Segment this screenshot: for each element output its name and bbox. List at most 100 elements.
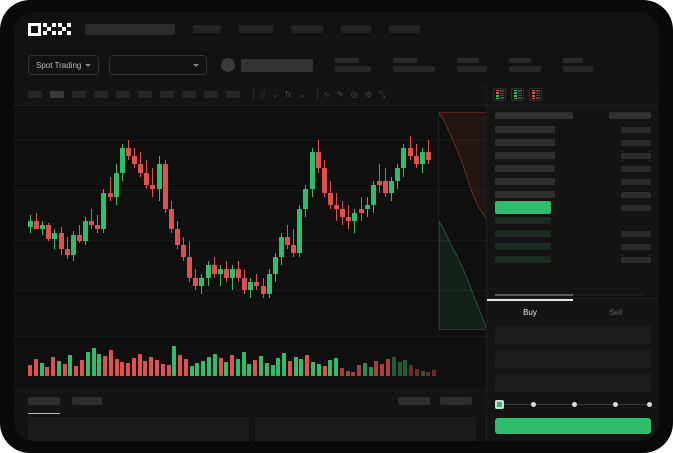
timeframe-button-0[interactable]	[28, 91, 42, 98]
volume-bar	[56, 361, 61, 376]
line-chart-icon[interactable]: ∿	[323, 90, 331, 99]
timeframe-button-8[interactable]	[204, 91, 218, 98]
spot-trading-selector[interactable]: Spot Trading	[28, 55, 100, 75]
candle-body	[101, 192, 107, 230]
slider-mark-100[interactable]	[647, 402, 652, 407]
timeframe-button-5[interactable]	[138, 91, 152, 98]
nav-item-3[interactable]	[341, 25, 371, 33]
timeframe-button-6[interactable]	[160, 91, 174, 98]
nav-item-2[interactable]	[291, 25, 323, 33]
volume-bar	[345, 371, 350, 376]
volume-bar	[39, 362, 44, 376]
chart-tools-group: ░ ⌄ fx ⌄ ∿ ✎ ◎ ⚙ ⤡	[259, 89, 392, 100]
orderbook-bid-row[interactable]	[495, 255, 651, 264]
timeframe-button-7[interactable]	[182, 91, 196, 98]
submit-order-button[interactable]	[495, 418, 651, 434]
pair-avatar	[221, 58, 236, 72]
orderbook-ask-row[interactable]	[495, 138, 651, 147]
volume-bar	[172, 346, 177, 376]
orderbook-amount-header	[609, 112, 651, 119]
candle-body	[413, 156, 419, 165]
slider-mark-25[interactable]	[531, 402, 536, 407]
nav-item-4[interactable]	[389, 25, 420, 33]
chevron-down-icon	[193, 63, 200, 67]
slider-handle[interactable]	[495, 400, 504, 409]
volume-bar	[143, 361, 148, 376]
volume-bar	[287, 361, 292, 376]
nav-item-1[interactable]	[239, 25, 273, 33]
candle-wick	[232, 265, 233, 290]
total-field[interactable]	[495, 373, 651, 392]
orderbook-amount	[621, 256, 651, 263]
volume-bar	[403, 360, 408, 376]
volume-bar	[51, 357, 56, 376]
fullscreen-icon[interactable]: ⤡	[378, 89, 386, 99]
orderbook-bid-row[interactable]	[495, 242, 651, 251]
amount-percent-slider[interactable]	[495, 400, 652, 410]
timeframe-button-1[interactable]	[50, 91, 64, 98]
tab-buy[interactable]: Buy	[487, 299, 573, 325]
volume-bar	[224, 361, 229, 376]
trading-pair-select[interactable]	[109, 55, 208, 75]
amount-field[interactable]	[495, 349, 651, 368]
orderbook-view-toggles	[487, 84, 659, 106]
candle-body	[174, 229, 180, 246]
indicators-icon[interactable]: fx	[285, 90, 292, 99]
candle-wick	[378, 164, 380, 193]
price-field[interactable]	[495, 325, 651, 344]
indicators-chevron-icon[interactable]: ⌄	[298, 90, 306, 99]
orders-tab-0[interactable]	[28, 397, 60, 414]
logo-letter-o	[28, 22, 41, 36]
orderbook-scrollbar[interactable]	[495, 294, 643, 296]
volume-bar	[305, 355, 310, 376]
candlestick-chart-icon[interactable]: ░	[259, 90, 265, 99]
okx-logo-icon[interactable]	[28, 22, 71, 36]
orderbook-ask-row[interactable]	[495, 151, 651, 160]
snapshot-camera-icon[interactable]: ◎	[350, 90, 358, 99]
chart-settings-gear-icon[interactable]: ⚙	[364, 90, 372, 99]
depth-chart-overlay	[438, 111, 486, 331]
volume-bar	[386, 359, 391, 376]
orderbook-bid-row[interactable]	[495, 216, 651, 225]
candle-body	[278, 237, 284, 258]
candle-body	[95, 225, 101, 230]
orders-tabs-left	[28, 397, 102, 414]
orders-tab-1[interactable]	[72, 397, 102, 405]
timeframe-button-9[interactable]	[226, 91, 240, 98]
volume-bar	[149, 357, 154, 376]
orders-action-0[interactable]	[398, 397, 430, 405]
volume-bar	[79, 360, 84, 376]
slider-mark-50[interactable]	[572, 402, 577, 407]
orderbook-ask-row[interactable]	[495, 164, 651, 173]
orderbook-both-icon[interactable]	[493, 88, 506, 101]
orderbook-ask-row[interactable]	[495, 125, 651, 134]
orderbook-asks-icon[interactable]	[529, 88, 542, 101]
orderbook-price	[495, 230, 551, 237]
market-stat-label	[509, 58, 532, 63]
price-chart[interactable]	[14, 106, 486, 336]
timeframe-button-3[interactable]	[94, 91, 108, 98]
candle-wick	[293, 229, 295, 258]
orderbook-bid-row[interactable]	[495, 229, 651, 238]
orderbook[interactable]	[487, 106, 659, 298]
spot-trading-label: Spot Trading	[36, 60, 82, 70]
timeframe-button-4[interactable]	[116, 91, 130, 98]
candle-body	[425, 152, 431, 161]
tab-sell[interactable]: Sell	[573, 299, 659, 325]
timeframe-button-2[interactable]	[72, 91, 86, 98]
orderbook-price	[495, 152, 555, 159]
market-stat-value	[335, 66, 372, 72]
orderbook-ask-row[interactable]	[495, 177, 651, 186]
logo-letter-k	[43, 22, 56, 36]
candle-body	[217, 269, 223, 274]
orderbook-ask-row[interactable]	[495, 190, 651, 199]
orders-action-1[interactable]	[440, 397, 472, 405]
chart-type-chevron-icon[interactable]: ⌄	[271, 90, 279, 99]
orderbook-bids-icon[interactable]	[511, 88, 524, 101]
toolbar-divider	[317, 89, 319, 100]
nav-item-0[interactable]	[193, 25, 221, 33]
search-input[interactable]	[85, 23, 175, 35]
slider-mark-75[interactable]	[613, 402, 618, 407]
volume-bar	[362, 362, 367, 376]
drawing-pencil-icon[interactable]: ✎	[337, 90, 344, 99]
